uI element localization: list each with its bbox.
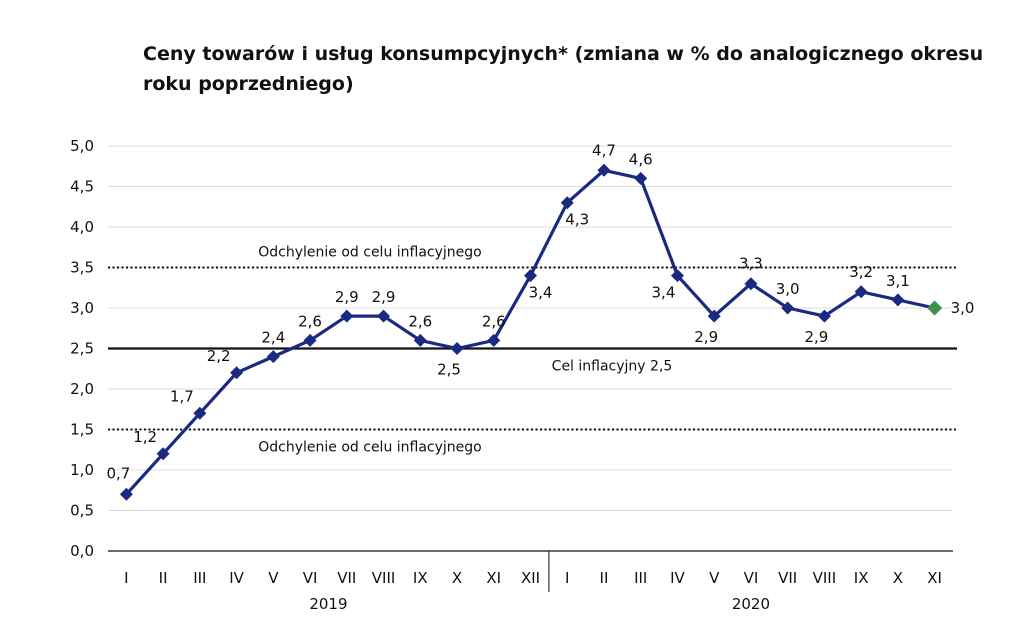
x-tick-label: IX xyxy=(413,569,428,587)
data-label: 4,6 xyxy=(629,150,653,168)
y-tick-label: 5,0 xyxy=(70,137,94,155)
year-label: 2020 xyxy=(732,595,770,613)
x-tick-label: IV xyxy=(229,569,244,587)
x-tick-label: X xyxy=(893,569,903,587)
data-point xyxy=(524,269,537,283)
data-point xyxy=(119,487,133,501)
x-tick-label: VI xyxy=(303,569,318,587)
x-tick-label: VIII xyxy=(813,569,837,587)
x-tick-label: III xyxy=(193,569,206,587)
data-label: 3,1 xyxy=(886,272,910,290)
data-label: 2,6 xyxy=(298,312,322,330)
data-label: 3,0 xyxy=(951,299,975,317)
x-tick-label: VIII xyxy=(372,569,396,587)
data-point xyxy=(781,301,795,315)
axes: 0,00,51,01,52,02,53,03,54,04,55,0I II III I… xyxy=(70,137,953,613)
data-point xyxy=(340,309,354,323)
data-label: 1,7 xyxy=(170,387,194,405)
data-point xyxy=(634,171,648,185)
x-tick-label: VI xyxy=(744,569,759,587)
x-tick-label: XII xyxy=(521,569,540,587)
x-tick-label: IX xyxy=(854,569,869,587)
data-point xyxy=(597,163,611,177)
data-label: 2,9 xyxy=(804,328,828,346)
deviation-line-label: Odchylenie od celu inflacyjnego xyxy=(258,245,482,261)
y-tick-label: 0,5 xyxy=(70,502,94,520)
y-tick-label: 2,5 xyxy=(70,340,94,358)
data-point xyxy=(450,342,464,355)
data-label: 3,2 xyxy=(849,263,873,281)
data-label: 3,4 xyxy=(529,284,553,302)
data-label: 4,3 xyxy=(565,211,589,229)
chart-title: Ceny towarów i usług konsumpcyjnych* (zm… xyxy=(143,43,984,95)
data-point xyxy=(193,406,207,420)
data-point xyxy=(230,366,244,380)
x-tick-label: II xyxy=(159,569,168,587)
data-point xyxy=(670,269,684,283)
x-tick-label: IV xyxy=(670,569,685,587)
y-tick-label: 2,0 xyxy=(70,380,94,398)
year-label: 2019 xyxy=(309,595,347,613)
data-labels: 0,71,2 1,7 2,2 2,4 2,6 2,9 2,9 2,6 2,5 2,6 3,4 4,3 4… xyxy=(106,141,974,482)
deviation-line-label: Odchylenie od celu inflacyjnego xyxy=(258,440,482,456)
data-point xyxy=(303,333,317,347)
data-label: 2,9 xyxy=(372,288,396,306)
target-line-label: Cel inflacyjny 2,5 xyxy=(552,359,673,375)
data-label: 4,7 xyxy=(592,141,616,159)
data-label: 3,3 xyxy=(739,255,763,273)
data-point xyxy=(377,309,391,323)
data-point xyxy=(156,447,170,461)
x-tick-label: VII xyxy=(337,569,356,587)
y-tick-label: 3,0 xyxy=(70,299,94,317)
y-tick-label: 4,5 xyxy=(70,178,94,196)
y-tick-label: 0,0 xyxy=(70,542,94,560)
data-label: 3,4 xyxy=(652,284,676,302)
y-tick-label: 3,5 xyxy=(70,259,94,277)
data-label: 2,5 xyxy=(437,361,461,379)
data-label: 3,0 xyxy=(776,280,800,298)
y-tick-label: 1,5 xyxy=(70,421,94,439)
x-tick-label: V xyxy=(709,569,720,587)
data-label: 0,7 xyxy=(106,464,130,482)
x-tick-label: I xyxy=(124,569,128,587)
data-label: 2,2 xyxy=(207,347,231,365)
data-label: 2,9 xyxy=(694,328,718,346)
y-tick-label: 1,0 xyxy=(70,461,94,479)
data-point xyxy=(744,277,758,291)
data-point xyxy=(817,309,831,323)
x-tick-label: XI xyxy=(927,569,942,587)
series-line xyxy=(119,163,943,501)
x-tick-label: XI xyxy=(486,569,501,587)
data-label: 1,2 xyxy=(133,428,157,446)
x-tick-label: II xyxy=(600,569,609,587)
reference-lines: Odchylenie od celu inflacyjnego Cel infla… xyxy=(108,245,957,456)
x-tick-label: X xyxy=(452,569,462,587)
data-point xyxy=(854,285,868,299)
data-point xyxy=(413,333,427,347)
data-point xyxy=(266,350,280,364)
data-point xyxy=(891,293,905,307)
data-point xyxy=(707,309,721,323)
data-label: 2,6 xyxy=(482,312,506,330)
x-tick-label: III xyxy=(634,569,647,587)
data-label: 2,4 xyxy=(261,329,285,347)
x-tick-label: I xyxy=(565,569,569,587)
data-point xyxy=(487,333,501,347)
data-label: 2,9 xyxy=(335,288,359,306)
x-tick-label: VII xyxy=(778,569,797,587)
y-tick-label: 4,0 xyxy=(70,218,94,236)
data-point-latest xyxy=(927,300,943,316)
data-point xyxy=(560,196,574,210)
x-tick-label: V xyxy=(268,569,279,587)
data-label: 2,6 xyxy=(408,312,432,330)
